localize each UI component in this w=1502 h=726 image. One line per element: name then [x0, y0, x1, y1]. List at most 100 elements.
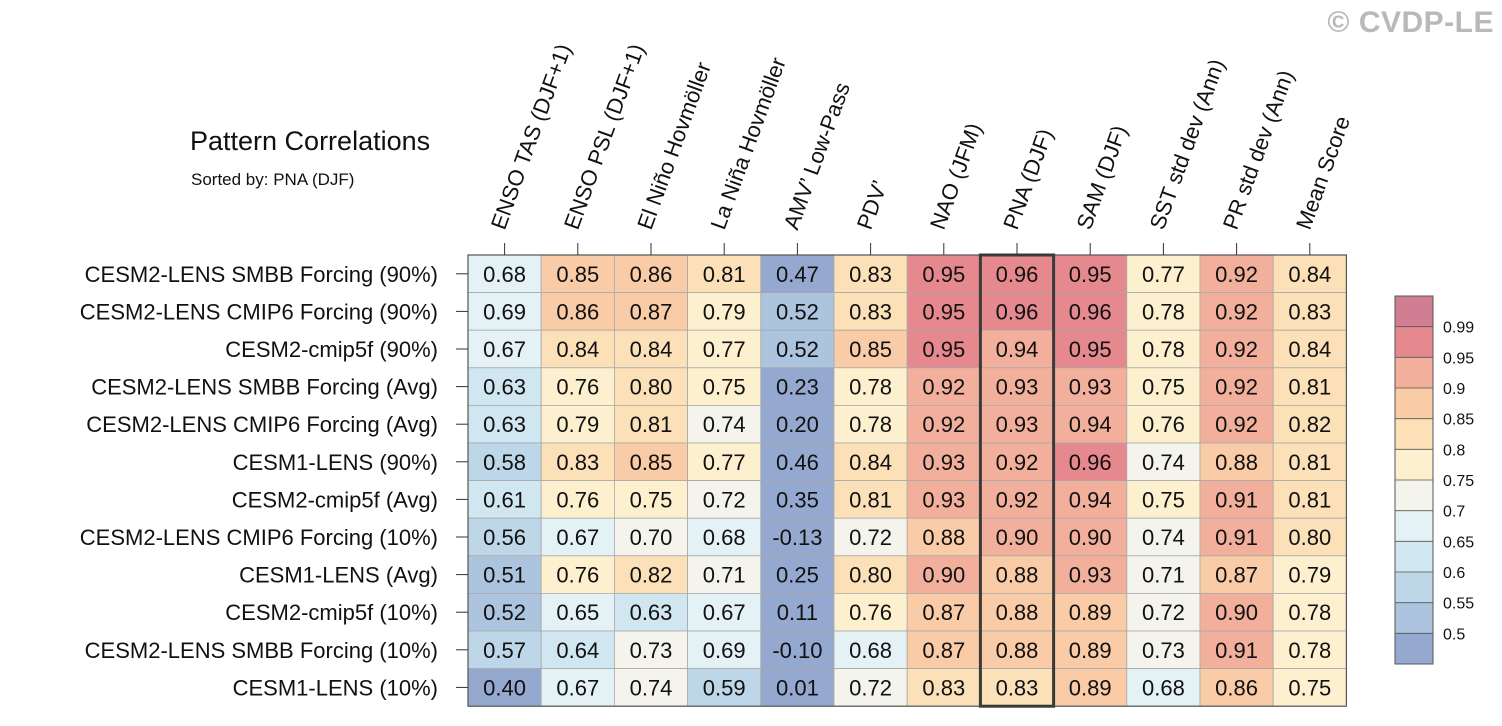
cell-value-label: 0.93: [1069, 375, 1112, 400]
chart-title: Pattern Correlations: [190, 126, 431, 156]
cell-value-label: 0.51: [483, 563, 526, 588]
cell-value-label: 0.57: [483, 638, 526, 663]
cell-value-label: 0.35: [776, 487, 819, 512]
row-label: CESM2-cmip5f (Avg): [232, 487, 438, 512]
colorbar-label: 0.8: [1443, 442, 1465, 459]
heatmap-cell: [1126, 630, 1201, 669]
cell-value-label: 0.93: [922, 450, 965, 475]
colorbar-segment: [1395, 480, 1433, 511]
cell-value-label: 0.87: [922, 638, 965, 663]
heatmap-cell: [1272, 329, 1347, 369]
cell-value-label: 0.95: [922, 337, 965, 362]
credit-watermark: © CVDP-LE: [1327, 6, 1494, 39]
heatmap-cell: [833, 593, 908, 632]
heatmap-cell: [833, 480, 908, 519]
cell-value-label: 0.92: [996, 450, 1039, 475]
cell-value-label: -0.10: [772, 638, 822, 663]
cell-value-label: 0.85: [630, 450, 673, 475]
colorbar-label: 0.5: [1443, 626, 1465, 643]
cell-value-label: 0.93: [996, 375, 1039, 400]
heatmap-cell: [1053, 480, 1128, 519]
cell-value-label: 0.73: [630, 638, 673, 663]
colorbar-segment: [1395, 418, 1433, 450]
heatmap-cell: [1126, 404, 1201, 444]
column-label: SST std dev (Ann): [1145, 56, 1230, 233]
heatmap-cell: [1199, 593, 1274, 632]
heatmap-cell: [687, 442, 762, 481]
cell-value-label: 0.77: [703, 337, 746, 362]
cell-value-label: 0.76: [556, 563, 599, 588]
heatmap-cell: [540, 668, 615, 707]
cell-value-label: 0.91: [1215, 638, 1258, 663]
heatmap-cell: [906, 593, 981, 632]
cell-value-label: 0.46: [776, 450, 819, 475]
colorbar-label: 0.9: [1443, 381, 1465, 398]
cell-value-label: 0.84: [630, 337, 673, 362]
colorbar-segment: [1395, 633, 1433, 664]
heatmap-cell: [1053, 517, 1128, 557]
heatmap-cell: [1053, 292, 1128, 331]
colorbar-segment: [1395, 296, 1433, 327]
heatmap-cell: [760, 593, 835, 632]
cell-value-label: 0.74: [703, 412, 746, 437]
heatmap-cell: [614, 668, 689, 707]
heatmap-cell: [980, 517, 1055, 557]
cell-value-label: 0.81: [1288, 450, 1331, 475]
heatmap-cell: [540, 254, 615, 293]
heatmap-cell: [467, 555, 542, 594]
cell-value-label: 0.92: [1215, 337, 1258, 362]
row-label: CESM1-LENS (Avg): [239, 563, 438, 588]
cell-value-label: 0.75: [630, 487, 673, 512]
colorbar-label: 0.65: [1443, 534, 1474, 551]
cell-value-label: 0.79: [1288, 563, 1331, 588]
heatmap-cell: [467, 668, 542, 707]
heatmap-cell: [760, 292, 835, 331]
cell-value-label: 0.52: [776, 337, 819, 362]
cell-value-label: 0.86: [630, 262, 673, 287]
cell-value-label: 0.87: [922, 600, 965, 625]
cell-value-label: 0.63: [483, 375, 526, 400]
colorbar-segment: [1395, 541, 1433, 572]
row-label: CESM2-LENS CMIP6 Forcing (Avg): [86, 412, 438, 437]
cell-value-label: 0.89: [1069, 600, 1112, 625]
cell-value-label: 0.83: [1288, 299, 1331, 324]
heatmap-cell: [540, 442, 615, 481]
heatmap-cell: [687, 517, 762, 557]
cell-value-label: 0.90: [1215, 600, 1258, 625]
cell-value-label: 0.86: [556, 299, 599, 324]
heatmap-cell: [760, 442, 835, 481]
cell-value-label: 0.77: [1142, 262, 1185, 287]
cell-value-label: 0.52: [483, 600, 526, 625]
cell-value-label: 0.82: [1288, 412, 1331, 437]
column-label: Mean Score: [1291, 113, 1355, 233]
heatmap-cell: [467, 442, 542, 481]
cell-value-label: 0.95: [922, 262, 965, 287]
column-label: ENSO TAS (DJF+1): [486, 41, 576, 233]
cell-value-label: 0.79: [556, 412, 599, 437]
colorbar-label: 0.55: [1443, 596, 1474, 613]
heatmap-cell: [1053, 668, 1128, 707]
row-label: CESM1-LENS (10%): [233, 675, 438, 700]
cell-value-label: 0.40: [483, 675, 526, 700]
heatmap-cell: [614, 630, 689, 669]
heatmap-cell: [1126, 480, 1201, 519]
cell-value-label: 0.69: [703, 638, 746, 663]
heatmap-cell: [1199, 668, 1274, 707]
heatmap-cell: [1126, 329, 1201, 369]
cell-value-label: 0.72: [703, 487, 746, 512]
cell-value-label: 0.67: [556, 525, 599, 550]
heatmap-cell: [833, 668, 908, 707]
cell-value-label: 0.83: [849, 262, 892, 287]
cell-value-label: 0.92: [922, 375, 965, 400]
row-label: CESM2-LENS CMIP6 Forcing (90%): [80, 299, 438, 324]
heatmap-cell: [760, 367, 835, 406]
colorbar-segment: [1395, 602, 1433, 634]
heatmap-cell: [467, 292, 542, 331]
heatmap-cell: [540, 367, 615, 406]
cell-value-label: 0.90: [996, 525, 1039, 550]
cell-value-label: 0.78: [1142, 337, 1185, 362]
heatmap-cell: [1126, 367, 1201, 406]
row-label: CESM1-LENS (90%): [233, 450, 438, 475]
cell-value-label: 0.89: [1069, 675, 1112, 700]
